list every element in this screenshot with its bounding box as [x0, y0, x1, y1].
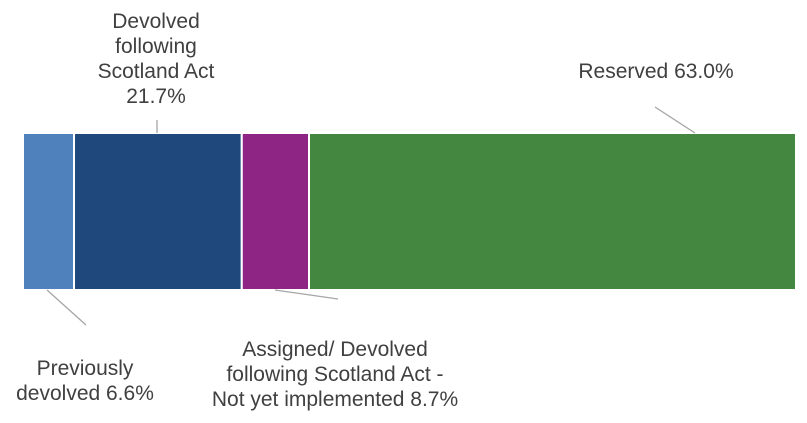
data-label-2-line-1: Devolved: [112, 10, 200, 33]
bar-segment-3: [240, 132, 311, 291]
leader-lines: [46, 106, 696, 326]
data-label-3-line-2: following Scotland Act -: [226, 363, 443, 386]
bar-segment-2: [73, 132, 243, 291]
data-label-1-line-1: Previously: [37, 357, 134, 380]
bar-segments: [22, 132, 797, 291]
data-label-3-line-3: Not yet implemented 8.7%: [212, 388, 458, 411]
bar-segment-1: [22, 132, 76, 291]
data-label-1: Previously devolved 6.6%: [16, 357, 154, 405]
data-label-2: Devolved following Scotland Act 21.7%: [98, 10, 215, 108]
data-label-2-line-3: Scotland Act: [98, 60, 215, 83]
data-label-4: Reserved 63.0%: [578, 60, 733, 83]
segment-labels: Previously devolved 6.6%Devolved following…: [16, 10, 734, 411]
data-label-3-line-1: Assigned/ Devolved: [242, 338, 428, 361]
leader-line-1: [46, 289, 87, 326]
leader-line-3: [274, 289, 339, 300]
data-label-4-line-1: Reserved 63.0%: [578, 60, 733, 83]
data-label-3: Assigned/ Devolved following Scotland Act…: [212, 338, 458, 411]
data-label-2-line-2: following: [115, 35, 197, 58]
leader-line-4: [654, 106, 696, 134]
data-label-1-line-2: devolved 6.6%: [16, 382, 154, 405]
data-label-2-line-4: 21.7%: [126, 85, 186, 108]
bar-segment-4: [308, 132, 797, 291]
